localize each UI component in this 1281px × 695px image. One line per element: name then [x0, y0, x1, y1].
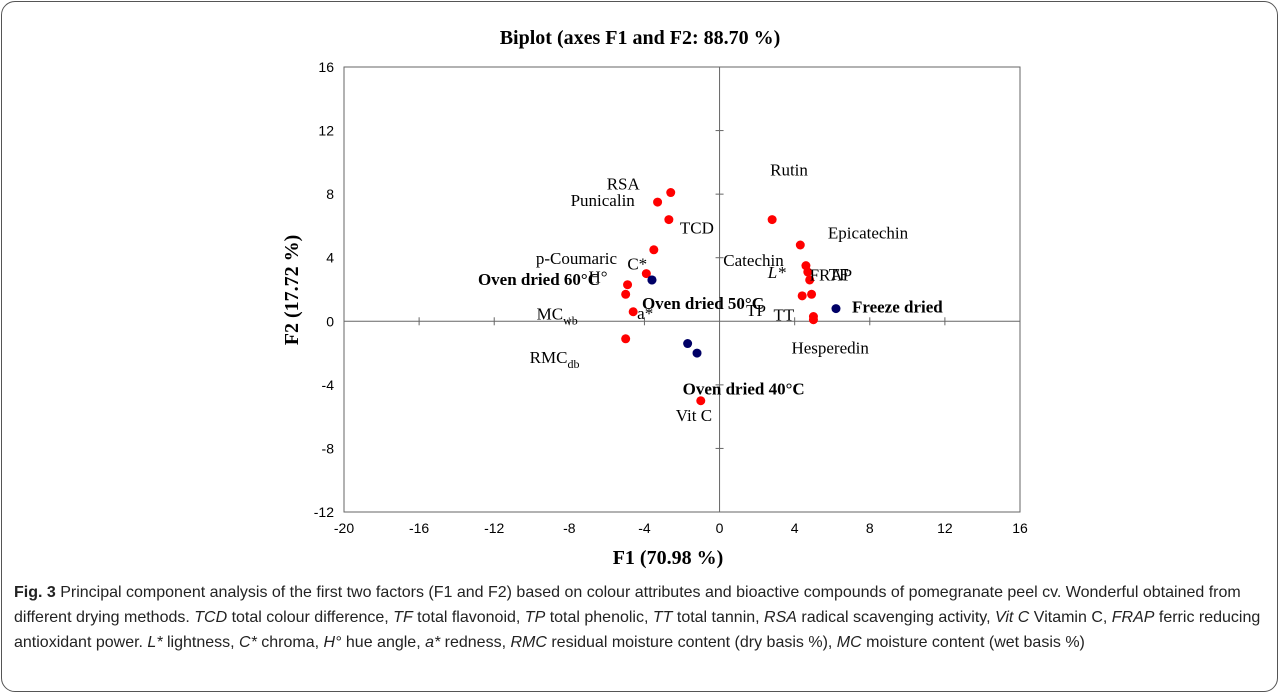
variable-point — [805, 275, 815, 285]
variable-label: Punicalin — [571, 191, 636, 210]
variable-label: C* — [627, 255, 647, 274]
caption-text: Principal component analysis of the firs… — [14, 584, 1241, 626]
variable-label: p-Coumaric — [536, 249, 618, 268]
caption-abbreviation-description: ferric reducing antioxidant power. — [14, 609, 1261, 651]
biplot-chart: Biplot (axes F1 and F2: 88.70 %) F1 (70.… — [281, 27, 1028, 569]
variable-point — [795, 240, 805, 250]
caption-abbreviation-description: lightness, — [162, 634, 240, 651]
x-tick-label: 16 — [1012, 520, 1028, 536]
x-tick-label: -12 — [484, 520, 504, 536]
variable-point — [628, 307, 638, 317]
observation-point — [683, 339, 693, 349]
observation-point — [831, 304, 841, 314]
variable-point — [666, 188, 676, 198]
x-tick-label: -20 — [334, 520, 354, 536]
y-tick-label: -8 — [322, 440, 335, 456]
caption-abbreviation: L* — [147, 634, 163, 651]
variable-point — [649, 245, 659, 255]
caption-abbreviation: FRAP — [1111, 609, 1155, 626]
variable-label: Catechin — [723, 251, 784, 270]
caption-abbreviation-description: total flavonoid, — [412, 609, 525, 626]
variable-label: FRAP — [810, 265, 853, 284]
variable-label: H° — [589, 268, 608, 287]
plot-frame — [343, 66, 1021, 513]
variable-label: Rutin — [770, 161, 808, 180]
variable-point — [803, 267, 813, 277]
plot-area: -20 -16 -12 -8 -4 0 4 8 12 16 -12 -8 -4 0 4 8 12 16 RSAPun… — [314, 59, 1028, 536]
observation-label: Oven dried 40°C — [683, 380, 805, 399]
caption-abbreviation: a* — [425, 634, 441, 651]
x-tick-label: -8 — [563, 520, 576, 536]
x-tick-label: 0 — [716, 520, 724, 536]
caption-abbreviation-description: redness, — [440, 634, 511, 651]
y-tick-label: 0 — [326, 313, 334, 329]
observation-label: Oven dried 60°C — [478, 270, 600, 289]
caption-abbreviation: TCD — [194, 609, 228, 626]
y-tick-label: 8 — [326, 186, 334, 202]
y-axis-label: F2 (17.72 %) — [281, 235, 303, 346]
caption-abbreviation: RMC — [510, 634, 547, 651]
observation-point — [692, 348, 702, 358]
caption-abbreviation: TP — [524, 609, 546, 626]
caption-abbreviation-description: total phenolic, — [545, 609, 653, 626]
variable-label: TT — [773, 306, 794, 325]
y-tick-label: 4 — [326, 250, 334, 266]
variable-point — [641, 269, 651, 279]
observation-label: Oven dried 50°C — [642, 294, 764, 313]
variable-label: TCD — [680, 219, 714, 238]
caption-abbreviations: TCD total colour difference, TF total fl… — [14, 609, 1260, 651]
y-tick-label: 12 — [318, 123, 334, 139]
variable-point — [767, 215, 777, 225]
caption-abbreviation: RSA — [764, 609, 797, 626]
x-tick-label: -4 — [638, 520, 651, 536]
variable-label: L* — [767, 263, 786, 282]
caption-abbreviation: C* — [239, 634, 257, 651]
figure-caption: Fig. 3 Principal component analysis of t… — [14, 580, 1269, 655]
variable-point — [807, 289, 817, 299]
caption-abbreviation-description: chroma, — [256, 634, 324, 651]
x-tick-label: -16 — [409, 520, 429, 536]
caption-abbreviation-description: Vitamin C, — [1029, 609, 1112, 626]
y-tick-label: -4 — [322, 377, 335, 393]
caption-abbreviation-description: total colour difference, — [227, 609, 394, 626]
caption-abbreviation-description: total tannin, — [672, 609, 765, 626]
x-axis-label: F1 (70.98 %) — [613, 547, 724, 569]
variable-point — [623, 280, 633, 290]
variable-point — [696, 396, 706, 406]
variable-label: TP — [746, 301, 766, 320]
caption-figure-label: Fig. 3 — [14, 584, 56, 601]
variable-point — [797, 291, 807, 301]
caption-abbreviation-description: radical scavenging activity, — [796, 609, 995, 626]
variable-label: Vit C — [676, 406, 712, 425]
caption-abbreviation: Vit C — [994, 609, 1030, 626]
variable-label: Hesperedin — [791, 339, 869, 358]
y-tick-label: -12 — [314, 504, 334, 520]
x-tick-label: 8 — [866, 520, 874, 536]
variable-label: TF — [829, 265, 849, 284]
variable-label: MCwb — [537, 304, 578, 327]
caption-abbreviation: H° — [323, 634, 342, 651]
variable-point — [808, 315, 818, 325]
y-tick-label: 16 — [318, 59, 334, 75]
observation-label: Freeze dried — [852, 298, 943, 317]
variable-label: RSA — [607, 175, 641, 194]
caption-abbreviation-description: moisture content (wet basis %) — [861, 634, 1085, 651]
chart-title: Biplot (axes F1 and F2: 88.70 %) — [500, 27, 781, 49]
variable-label: Epicatechin — [828, 224, 909, 243]
variable-point — [653, 197, 663, 207]
variable-point — [664, 215, 674, 225]
caption-abbreviation-description: hue angle, — [341, 634, 426, 651]
variable-point — [621, 334, 631, 344]
caption-abbreviation-description: residual moisture content (dry basis %), — [546, 634, 837, 651]
variable-point — [621, 289, 631, 299]
x-tick-label: 12 — [937, 520, 953, 536]
caption-abbreviation: TT — [652, 609, 673, 626]
observation-point — [647, 275, 657, 285]
x-tick-label: 4 — [791, 520, 799, 536]
variable-label: a* — [637, 304, 653, 323]
caption-abbreviation: MC — [836, 634, 862, 651]
variable-label: RMCdb — [530, 348, 580, 371]
caption-abbreviation: TF — [393, 609, 413, 626]
